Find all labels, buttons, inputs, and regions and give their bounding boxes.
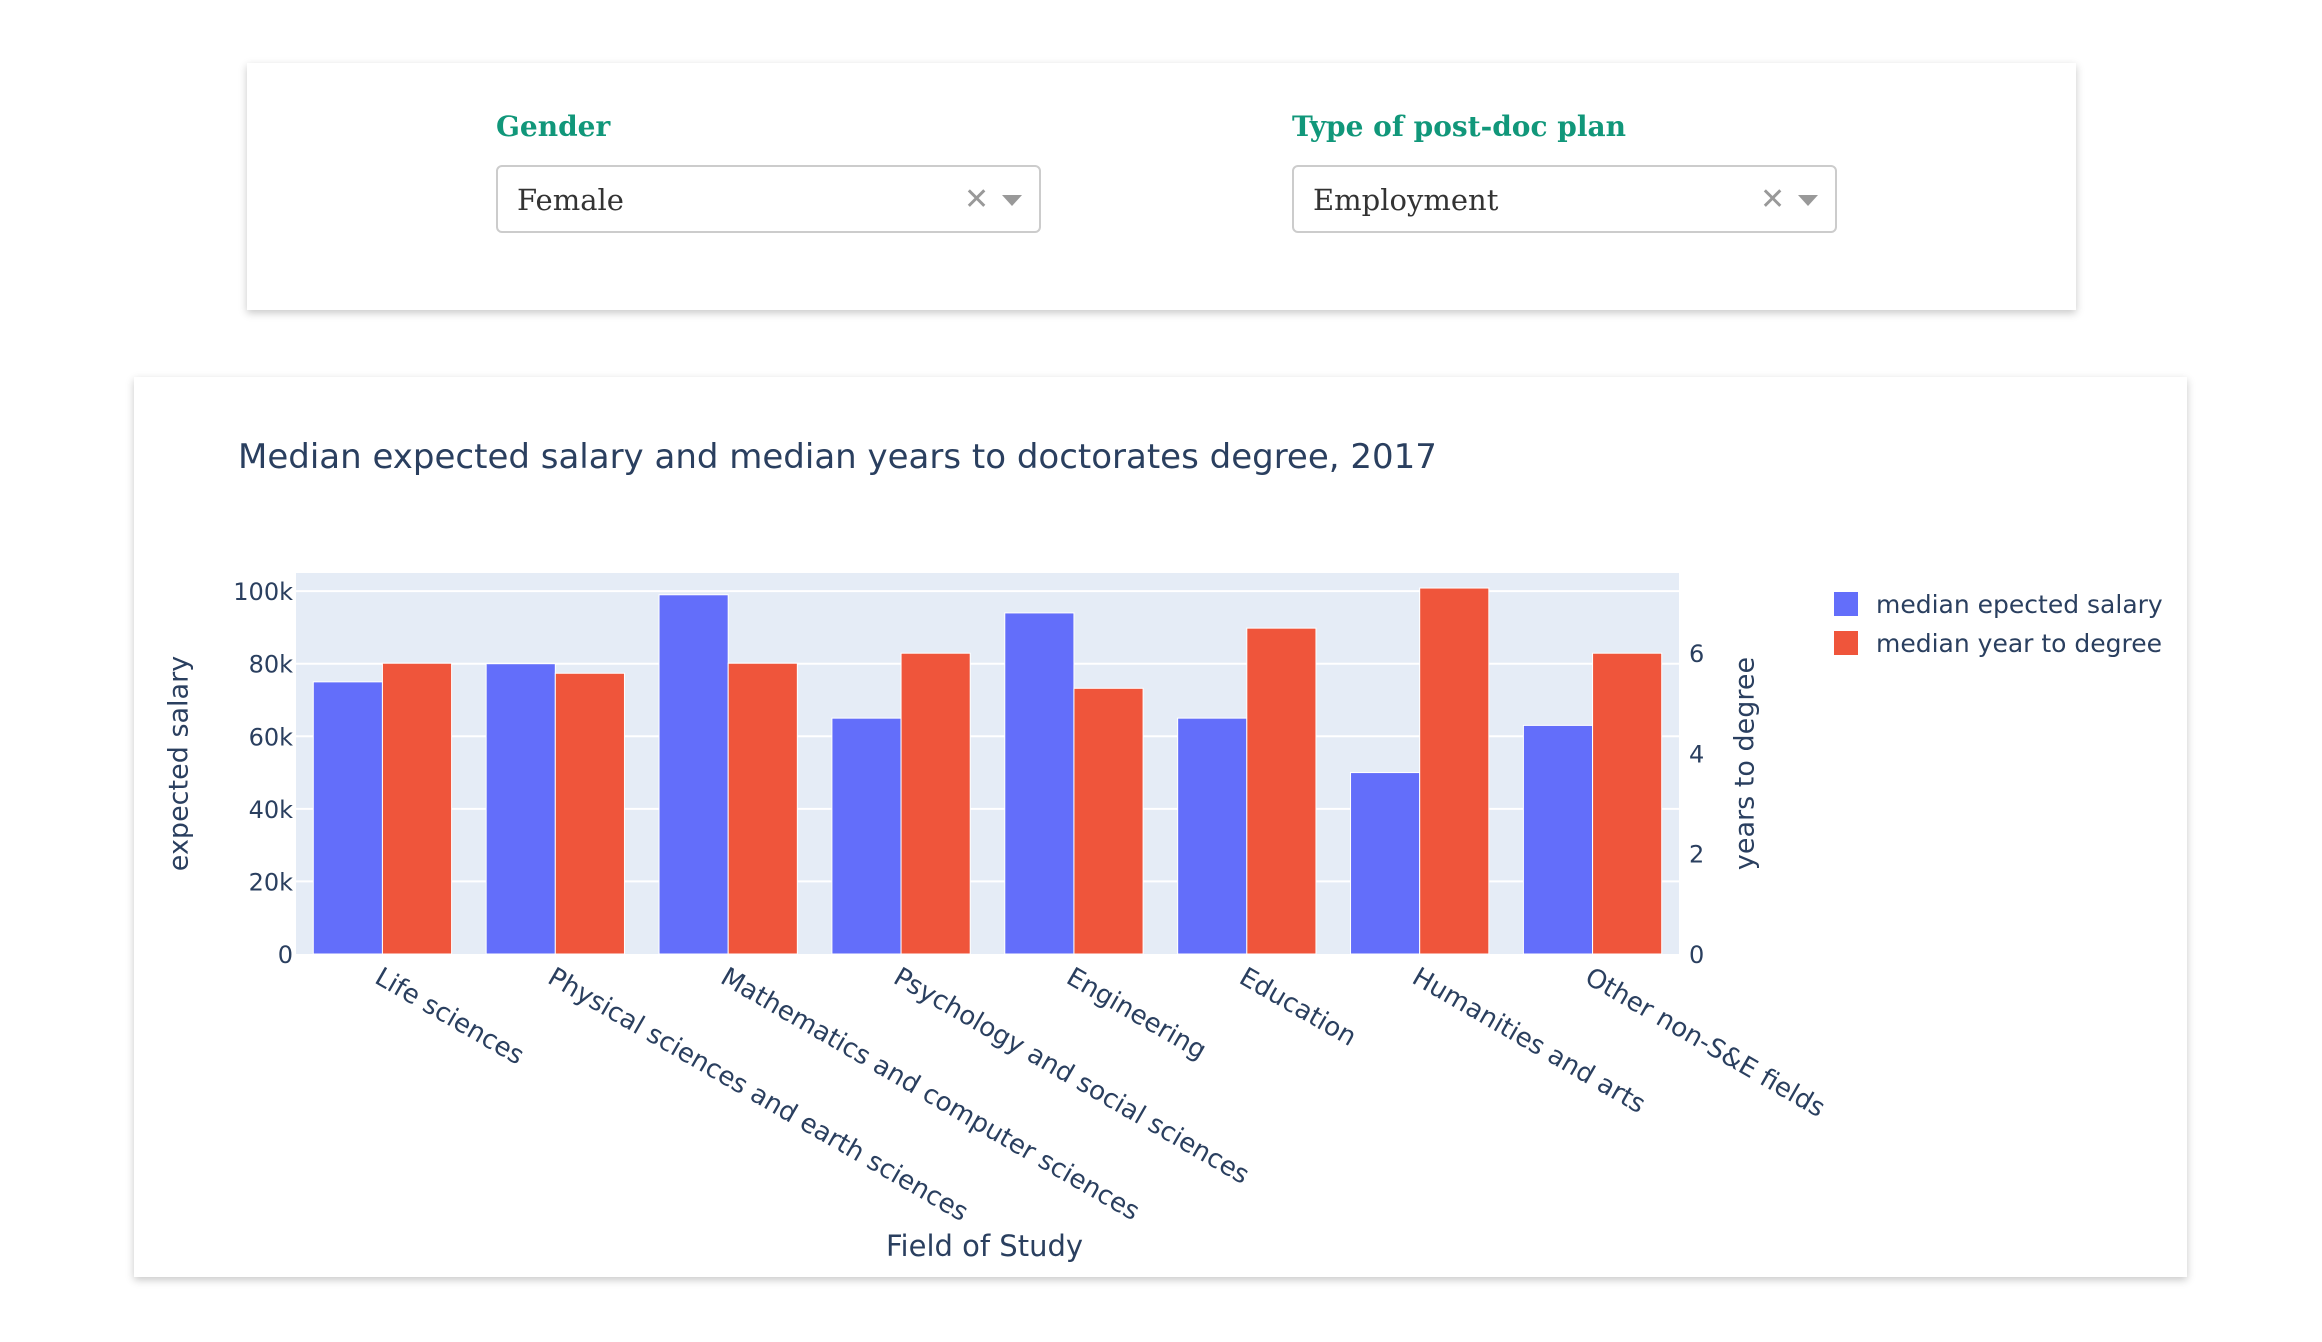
bar-years: [381, 662, 453, 955]
legend-swatch: [1834, 631, 1858, 655]
bar-salary: [485, 663, 556, 955]
bar-salary: [1004, 612, 1075, 955]
close-icon[interactable]: ✕: [964, 182, 990, 217]
bar-salary: [1350, 772, 1421, 955]
x-axis-label: Field of Study: [886, 1229, 1083, 1263]
y-tick-label: 40k: [249, 796, 294, 824]
bar-years: [900, 652, 971, 955]
bar-salary: [658, 594, 729, 955]
chevron-down-icon[interactable]: [1002, 195, 1022, 206]
plan-label: Type of post-doc plan: [1292, 110, 1626, 143]
bar-years: [554, 672, 625, 955]
chevron-down-icon[interactable]: [1798, 195, 1818, 206]
bar-years: [1246, 627, 1317, 955]
bar-salary: [1522, 724, 1594, 955]
x-tick-label: Education: [1234, 962, 1361, 1053]
x-tick-label: Psychology and social sciences: [888, 962, 1254, 1191]
bar-salary: [1177, 717, 1248, 955]
y-tick-label: 60k: [249, 723, 294, 751]
bar-years: [1073, 687, 1144, 955]
gender-select-value: Female: [517, 183, 624, 217]
gender-select[interactable]: Female ✕: [496, 165, 1041, 233]
x-tick-label: Engineering: [1061, 962, 1211, 1066]
gender-filter: Gender Female ✕: [496, 107, 1041, 233]
chart-title: Median expected salary and median years …: [238, 437, 1437, 477]
y2-tick-label: 2: [1689, 841, 1704, 869]
plan-select-value: Employment: [1313, 183, 1499, 217]
bar-salary: [831, 717, 902, 955]
close-icon[interactable]: ✕: [1760, 182, 1786, 217]
legend-label: median epected salary: [1876, 590, 2163, 619]
y2-tick-label: 6: [1689, 640, 1704, 668]
plan-filter: Type of post-doc plan Employment ✕: [1292, 107, 1837, 233]
y2-tick-label: 0: [1689, 941, 1704, 969]
y-tick-label: 80k: [249, 651, 294, 679]
plan-select[interactable]: Employment ✕: [1292, 165, 1837, 233]
chart-card: Median expected salary and median years …: [134, 377, 2187, 1277]
bar-years: [1592, 652, 1663, 955]
bar-years: [727, 662, 798, 955]
y2-tick-label: 4: [1689, 740, 1704, 768]
bar-years: [1419, 587, 1490, 955]
y-tick-label: 20k: [249, 868, 294, 896]
filter-panel: Gender Female ✕ Type of post-doc plan Em…: [247, 63, 2076, 310]
gender-label: Gender: [496, 110, 611, 143]
y2-axis-label: years to degree: [1730, 657, 1761, 870]
y-tick-label: 100k: [233, 578, 293, 606]
y-axis-label: expected salary: [164, 656, 195, 871]
bar-salary: [312, 681, 383, 955]
x-tick-label: Life sciences: [370, 962, 529, 1071]
legend-swatch: [1834, 592, 1858, 616]
bar-chart: Median expected salary and median years …: [164, 437, 2163, 1263]
legend-label: median year to degree: [1876, 629, 2162, 658]
y-tick-label: 0: [278, 941, 293, 969]
